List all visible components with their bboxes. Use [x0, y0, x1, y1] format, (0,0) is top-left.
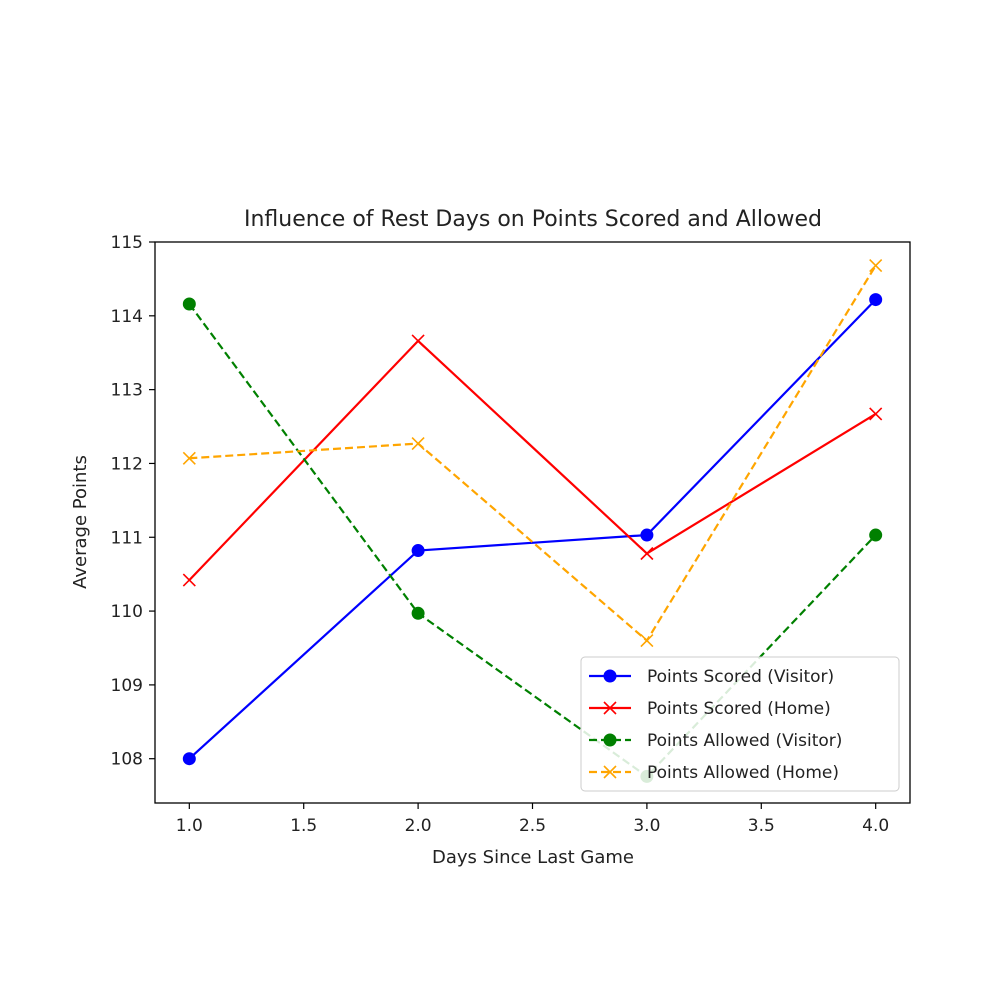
series-4-point-3-stroke-b	[640, 634, 654, 648]
series-3-point-2	[411, 606, 425, 620]
legend-marker-3	[603, 733, 617, 747]
legend-marker-2-stroke-b	[603, 701, 617, 715]
plot-area	[182, 259, 883, 783]
legend-marker-1	[603, 669, 617, 683]
series-2-point-1-stroke-b	[182, 573, 196, 587]
series-2-point-2-stroke-b	[411, 334, 425, 348]
series-2-point-2	[411, 334, 425, 348]
x-tick-label-7: 4.0	[862, 816, 889, 836]
legend-marker-4-stroke-b	[603, 765, 617, 779]
series-4-point-2-stroke-b	[411, 436, 425, 451]
chart-title: Influence of Rest Days on Points Scored …	[244, 207, 822, 232]
legend-label-3: Points Allowed (Visitor)	[647, 731, 842, 751]
legend: Points Scored (Visitor) Points Scored (Ho…	[580, 656, 900, 792]
series-1-point-1	[182, 752, 196, 766]
y-tick-label-8: 115	[111, 233, 143, 253]
y-tick-label-5: 112	[111, 454, 143, 474]
series-line-1	[188, 298, 877, 760]
y-axis-label: Average Points	[70, 455, 91, 589]
series-4-point-4-stroke-b	[869, 259, 883, 273]
series-line-4	[189, 265, 877, 643]
series-1-point-4	[869, 293, 883, 307]
y-tick-label-1: 108	[111, 750, 143, 770]
x-tick-label-6: 3.5	[748, 816, 775, 836]
series-3-point-4	[869, 528, 883, 542]
series-4-point-4	[869, 259, 883, 273]
x-tick-label-5: 3.0	[633, 816, 660, 836]
series-2-point-4	[869, 407, 883, 421]
x-tick-label-1: 1.0	[176, 816, 203, 836]
legend-marker-2	[603, 701, 617, 715]
x-axis-label: Days Since Last Game	[432, 847, 634, 868]
legend-label-4: Points Allowed (Home)	[647, 763, 839, 783]
x-tick-label-2: 1.5	[290, 816, 317, 836]
y-tick-label-4: 111	[111, 528, 143, 548]
series-3-point-1	[182, 297, 196, 311]
series-1-point-2	[411, 544, 425, 558]
series-2-point-3-stroke-b	[640, 546, 654, 561]
y-tick-label-2: 109	[111, 676, 143, 696]
series-4-point-1-stroke-b	[182, 451, 196, 465]
axes: 1.0 1.5 2.0 2.5 3.0 3.5 4.0 108 109 110 111 112 113 1…	[111, 233, 911, 836]
x-tick-label-3: 2.0	[405, 816, 432, 836]
legend-marker-4	[603, 765, 617, 779]
series-2-point-3	[640, 546, 654, 561]
series-4-point-3	[640, 634, 654, 648]
series-4-point-2	[411, 436, 425, 451]
legend-box	[580, 656, 900, 792]
series-4-point-1	[182, 451, 196, 465]
x-tick-label-4: 2.5	[519, 816, 546, 836]
series-2-point-4-stroke-b	[869, 407, 883, 421]
legend-label-1: Points Scored (Visitor)	[647, 667, 834, 687]
y-tick-label-3: 110	[111, 602, 143, 622]
legend-label-2: Points Scored (Home)	[647, 699, 831, 719]
y-tick-label-7: 114	[111, 307, 143, 327]
series-2-point-1	[182, 573, 196, 587]
series-line-3	[188, 303, 877, 778]
y-tick-label-6: 113	[111, 381, 143, 401]
series-1-point-3	[640, 528, 654, 542]
